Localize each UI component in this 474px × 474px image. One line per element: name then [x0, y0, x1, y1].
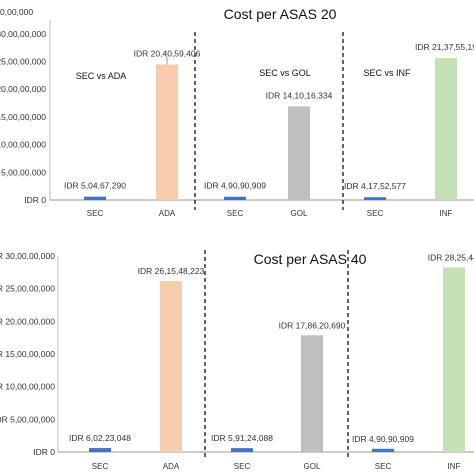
y-tick-label: 20,00,00,000 — [0, 84, 46, 94]
category-label: SEC — [92, 462, 109, 471]
data-label: IDR 14,10,16,334 — [266, 90, 333, 100]
category-label: INF — [448, 462, 461, 471]
bar-sec — [372, 448, 394, 452]
bar-sec — [231, 448, 253, 452]
bar-inf — [435, 58, 457, 200]
y-tick-label: 10,00,00,000 — [0, 140, 46, 150]
y-tick-label: IDR 10,00,00,000 — [0, 382, 55, 392]
bar-gol — [288, 106, 310, 200]
data-label: IDR 28,25,44, — [428, 252, 474, 262]
category-label: INF — [440, 209, 453, 218]
category-label: SEC — [375, 462, 392, 471]
group-label-sec-vs-gol: SEC vs GOL — [259, 68, 311, 78]
bar-gol — [301, 335, 323, 452]
top-clipped-label: 0,00,000 — [0, 7, 33, 17]
y-tick-label: 30,00,00,000 — [0, 29, 46, 39]
category-label: ADA — [163, 462, 180, 471]
data-label: IDR 21,37,55,19 — [415, 42, 474, 52]
category-label: SEC — [87, 209, 104, 218]
y-tick-label: 25,00,00,000 — [0, 57, 46, 67]
category-label: SEC — [227, 209, 244, 218]
y-tick-label: IDR 5,00,00,000 — [0, 167, 46, 177]
y-tick-label: IDR 30,00,00,000 — [0, 251, 55, 261]
category-label: SEC — [367, 209, 384, 218]
group-label-sec-vs-inf: SEC vs INF — [363, 68, 411, 78]
chart-asas-20: 0,00,000 Cost per ASAS 20 SEC vs ADA SEC… — [0, 6, 474, 218]
bar-ada — [156, 64, 178, 201]
y-tick-label: IDR 15,00,00,000 — [0, 349, 55, 359]
data-label: IDR 4,17,52,577 — [344, 181, 406, 191]
data-label: IDR 26,15,48,223 — [138, 266, 205, 276]
data-label: IDR 4,90,90,909 — [352, 434, 414, 444]
bar-sec — [84, 196, 106, 200]
category-label: GOL — [304, 462, 321, 471]
bar-sec — [364, 197, 386, 200]
bar-ada — [160, 281, 182, 452]
data-label: IDR 4,90,90,909 — [204, 181, 266, 191]
category-label: SEC — [234, 462, 251, 471]
data-label: IDR 20,40,59,406 — [134, 49, 201, 59]
data-label: IDR 6,02,23,048 — [69, 433, 131, 443]
group-label-sec-vs-ada: SEC vs ADA — [76, 71, 127, 81]
bar-sec — [89, 448, 111, 452]
chart-title: Cost per ASAS 40 — [254, 251, 367, 267]
bar-inf — [443, 267, 465, 452]
y-tick-label: IDR 20,00,00,000 — [0, 316, 55, 326]
y-tick-label: IDR 25,00,00,000 — [0, 284, 55, 294]
category-label: ADA — [159, 209, 176, 218]
y-tick-label: IDR 5,00,00,000 — [0, 414, 55, 424]
data-label: IDR 5,04,67,290 — [64, 181, 126, 191]
y-tick-label: 15,00,00,000 — [0, 112, 46, 122]
chart-title: Cost per ASAS 20 — [224, 6, 337, 22]
category-label: GOL — [291, 209, 308, 218]
y-tick-label: IDR 0 — [33, 447, 55, 457]
bar-sec — [224, 196, 246, 200]
chart-asas-40: Cost per ASAS 40 IDR 0 IDR 5,00,00,000 IDR… — [0, 250, 474, 471]
data-label: IDR 5,91,24,088 — [211, 433, 273, 443]
data-label: IDR 17,86,20,690 — [279, 320, 346, 330]
y-tick-label: IDR 0 — [24, 195, 46, 205]
